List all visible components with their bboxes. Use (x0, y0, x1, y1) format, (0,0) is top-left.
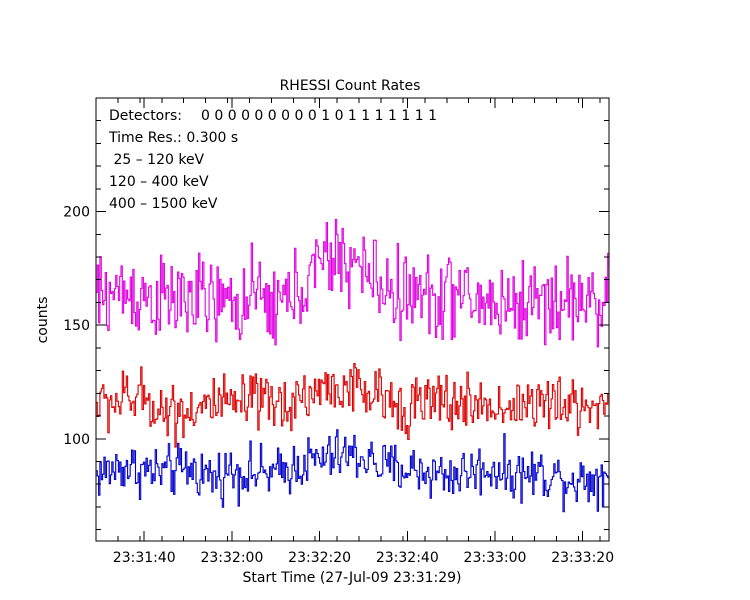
chart-title: RHESSI Count Rates (280, 78, 421, 94)
detectors-label: Detectors: (109, 108, 182, 124)
x-tick-label: 23:32:40 (376, 550, 439, 566)
y-axis-label: counts (35, 297, 51, 344)
detectors-value: 0 0 0 0 0 0 0 0 0 1 0 1 1 1 1 1 1 1 (201, 108, 437, 124)
x-tick-label: 23:33:20 (551, 550, 614, 566)
x-tick-label: 23:32:20 (288, 550, 351, 566)
legend-entry-25-120-kev: 25 – 120 keV (109, 152, 205, 168)
x-tick-label: 23:31:40 (113, 550, 176, 566)
y-tick-label: 150 (63, 318, 90, 334)
x-tick-label: 23:32:00 (200, 550, 263, 566)
y-tick-label: 200 (63, 205, 90, 221)
series-line-1 (96, 429, 610, 513)
series-line-2 (96, 219, 610, 348)
plot-frame (95, 97, 610, 542)
legend-entry-120-400-kev: 120 – 400 keV (109, 174, 209, 190)
series-layer (96, 219, 610, 513)
x-axis-label: Start Time (27-Jul-09 23:31:29) (242, 570, 461, 586)
series-line-3 (96, 363, 610, 448)
legend-entry-400-1500-kev: 400 – 1500 keV (109, 196, 218, 212)
tick-layer: 100 150 200 23:31:40 23:32:00 23:32:20 23:32:4… (63, 97, 614, 566)
y-tick-label: 100 (63, 432, 90, 448)
time-resolution: Time Res.: 0.300 s (108, 130, 238, 146)
x-tick-label: 23:33:00 (464, 550, 527, 566)
